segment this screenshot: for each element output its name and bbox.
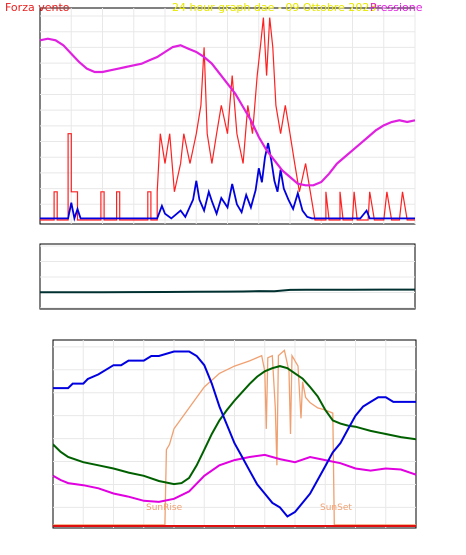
- solar-line: [53, 349, 416, 526]
- wind-line: [40, 142, 415, 222]
- pressure-line: [39, 37, 416, 187]
- gust-series: [40, 17, 415, 221]
- dewpoint-line: [52, 453, 417, 503]
- sunrise-label: SunRise: [146, 503, 183, 513]
- humidity-line: [53, 350, 416, 518]
- humidity-series: [53, 350, 416, 518]
- temperature-line: [52, 365, 417, 486]
- temperature-humidity-grid: [53, 340, 416, 528]
- sunset-label: SunSet: [320, 503, 352, 513]
- wind-direction-chart: [39, 243, 416, 310]
- pressure-series: [39, 37, 416, 187]
- chart-title: 24 hour graph dae - 09 Ottobre 2023: [172, 1, 376, 14]
- gust-line: [40, 17, 415, 221]
- dewpoint-series: [52, 453, 417, 503]
- pressure-axis-label: Pressione: [370, 1, 423, 14]
- wind-direction-series: [40, 288, 416, 294]
- wind-axis-label: Forza vento: [5, 1, 70, 14]
- wind-direction-line: [40, 288, 416, 294]
- solar-series: [53, 349, 416, 526]
- wind-pressure-chart: Forza vento 24 hour graph dae - 09 Ottob…: [5, 1, 423, 225]
- temperature-series: [52, 365, 417, 486]
- wind-series: [40, 142, 415, 222]
- temperature-humidity-chart: SunRise SunSet: [52, 339, 417, 529]
